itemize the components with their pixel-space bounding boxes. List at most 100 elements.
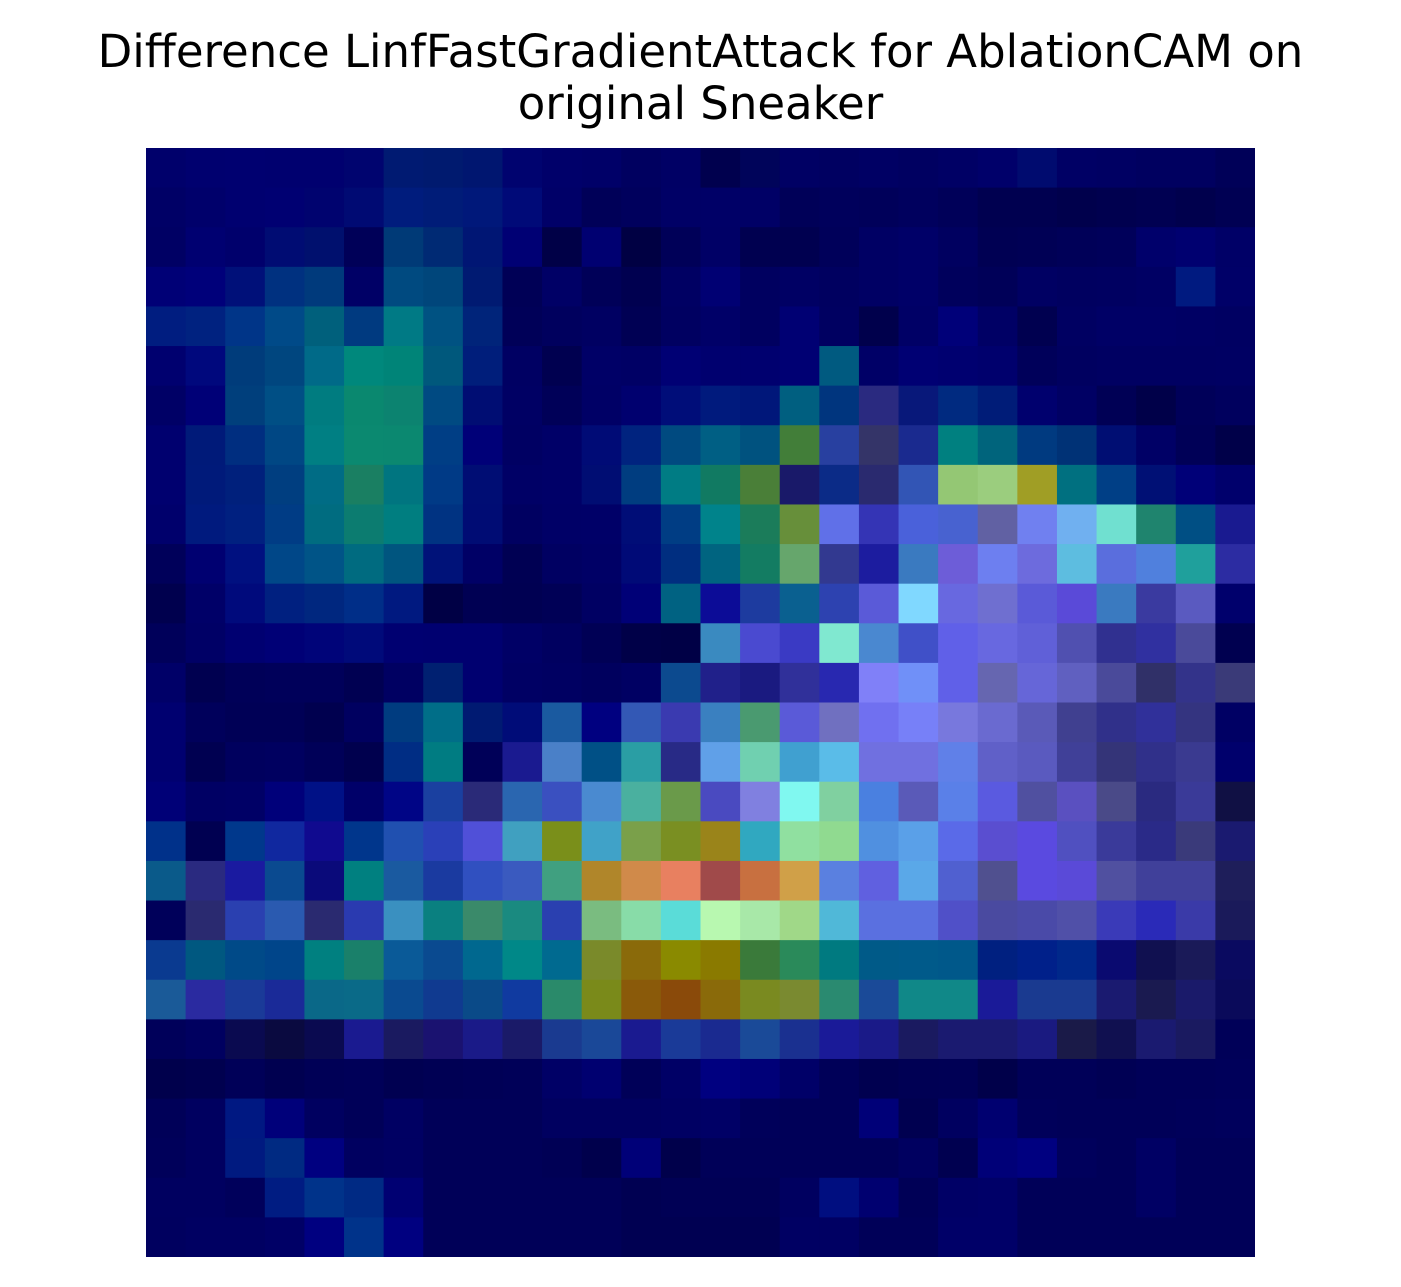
- heatmap-cell: [423, 1098, 464, 1139]
- heatmap-cell: [185, 979, 226, 1020]
- heatmap-cell: [344, 742, 385, 783]
- heatmap-cell: [383, 900, 424, 941]
- heatmap-cell: [146, 702, 187, 743]
- heatmap-cell: [383, 544, 424, 585]
- heatmap-cell: [1175, 504, 1216, 545]
- heatmap-cell: [779, 781, 820, 822]
- heatmap-cell: [304, 544, 345, 585]
- heatmap-cell: [938, 1019, 979, 1060]
- heatmap-cell: [1136, 464, 1177, 506]
- heatmap-cell: [185, 742, 226, 783]
- heatmap-cell: [264, 662, 306, 704]
- heatmap-cell: [938, 187, 979, 228]
- heatmap-cell: [502, 662, 543, 704]
- heatmap-cell: [146, 940, 187, 981]
- heatmap-cell: [185, 227, 226, 268]
- heatmap-cell: [700, 266, 741, 308]
- heatmap-cell: [462, 1098, 504, 1139]
- heatmap-cell: [938, 742, 979, 783]
- heatmap-cell: [462, 979, 504, 1020]
- heatmap-cell: [383, 1058, 424, 1100]
- heatmap-cell: [977, 306, 1018, 347]
- heatmap-cell: [1056, 623, 1098, 664]
- heatmap-cell: [898, 1098, 939, 1139]
- heatmap-cell: [264, 979, 306, 1020]
- heatmap-cell: [740, 1138, 781, 1179]
- heatmap-cell: [1175, 900, 1216, 941]
- heatmap-cell: [938, 662, 979, 704]
- heatmap-cell: [383, 662, 424, 704]
- heatmap-cell: [225, 702, 266, 743]
- heatmap-cell: [858, 227, 900, 268]
- heatmap-cell: [542, 662, 583, 704]
- heatmap-cell: [1215, 821, 1255, 862]
- heatmap-cell: [660, 1177, 702, 1218]
- heatmap-cell: [146, 504, 187, 545]
- heatmap-cell: [819, 1177, 860, 1218]
- heatmap-cell: [542, 464, 583, 506]
- heatmap-cell: [225, 1098, 266, 1139]
- heatmap-cell: [462, 623, 504, 664]
- heatmap-cell: [858, 544, 900, 585]
- heatmap-cell: [344, 464, 385, 506]
- heatmap-cell: [581, 1177, 622, 1218]
- heatmap-cell: [779, 1058, 820, 1100]
- heatmap-cell: [858, 623, 900, 664]
- heatmap-cell: [146, 821, 187, 862]
- heatmap-cell: [383, 148, 424, 189]
- heatmap-cell: [819, 266, 860, 308]
- heatmap-cell: [858, 742, 900, 783]
- heatmap-cell: [819, 662, 860, 704]
- heatmap-cell: [898, 346, 939, 387]
- heatmap-cell: [1096, 187, 1137, 228]
- heatmap-cell: [858, 583, 900, 624]
- heatmap-cell: [502, 860, 543, 902]
- heatmap-cell: [1136, 979, 1177, 1020]
- heatmap-cell: [779, 148, 820, 189]
- heatmap-cell: [660, 781, 702, 822]
- heatmap-cell: [898, 940, 939, 981]
- heatmap-cell: [1056, 425, 1098, 466]
- heatmap-cell: [779, 702, 820, 743]
- heatmap-cell: [977, 1138, 1018, 1179]
- heatmap-cell: [225, 900, 266, 941]
- heatmap-cell: [383, 306, 424, 347]
- heatmap-cell: [977, 187, 1018, 228]
- heatmap-cell: [1017, 860, 1058, 902]
- heatmap-cell: [185, 544, 226, 585]
- heatmap-cell: [819, 742, 860, 783]
- heatmap-cell: [225, 623, 266, 664]
- heatmap-cell: [621, 940, 662, 981]
- heatmap-cell: [819, 504, 860, 545]
- heatmap-cell: [898, 187, 939, 228]
- heatmap-cell: [304, 702, 345, 743]
- heatmap-cell: [542, 860, 583, 902]
- heatmap-cell: [977, 544, 1018, 585]
- heatmap-cell: [700, 464, 741, 506]
- heatmap-cell: [225, 1019, 266, 1060]
- heatmap-cell: [977, 979, 1018, 1020]
- heatmap-cell: [1136, 504, 1177, 545]
- heatmap-cell: [146, 979, 187, 1020]
- heatmap-cell: [621, 306, 662, 347]
- heatmap-cell: [1215, 266, 1255, 308]
- heatmap-cell: [264, 1098, 306, 1139]
- heatmap-cell: [462, 504, 504, 545]
- heatmap-cell: [146, 1177, 187, 1218]
- heatmap-cell: [383, 1138, 424, 1179]
- heatmap-cell: [1096, 583, 1137, 624]
- heatmap-cell: [977, 821, 1018, 862]
- heatmap-cell: [740, 266, 781, 308]
- heatmap-cell: [423, 227, 464, 268]
- heatmap-cell: [304, 623, 345, 664]
- heatmap-cell: [938, 385, 979, 426]
- heatmap-cell: [344, 1138, 385, 1179]
- heatmap-cell: [185, 148, 226, 189]
- heatmap-cell: [660, 583, 702, 624]
- heatmap-cell: [1017, 266, 1058, 308]
- heatmap-cell: [660, 346, 702, 387]
- heatmap-cell: [898, 425, 939, 466]
- heatmap-cell: [423, 860, 464, 902]
- heatmap-cell: [621, 623, 662, 664]
- chart-title: Difference LinfFastGradientAttack for Ab…: [0, 26, 1401, 130]
